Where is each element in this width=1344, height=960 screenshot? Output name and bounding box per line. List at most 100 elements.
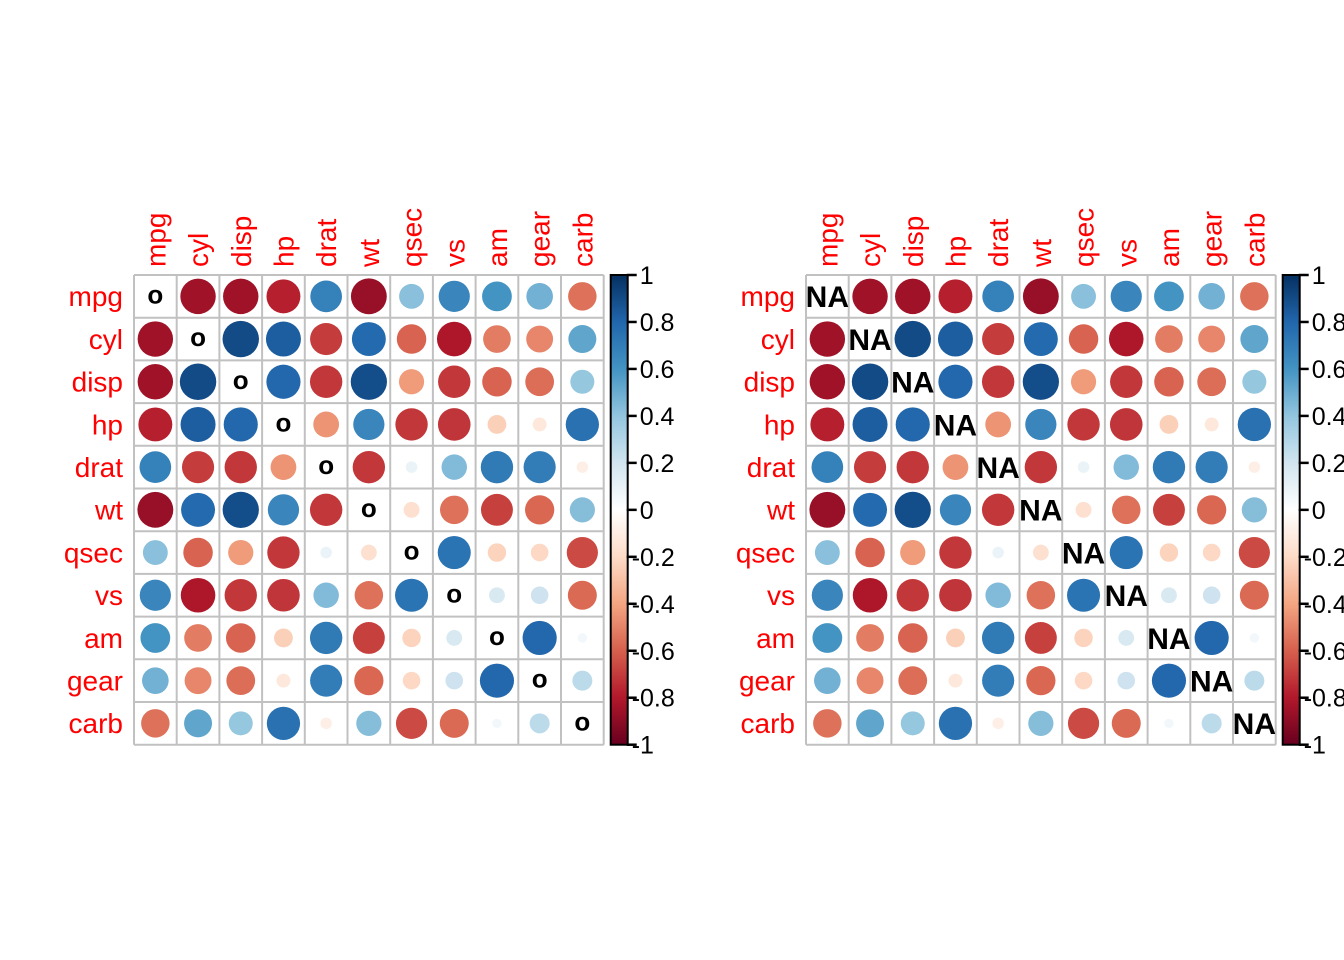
corr-circle [1074, 671, 1093, 690]
corr-circle [223, 278, 259, 315]
corr-circle [482, 366, 512, 397]
corr-circle [852, 278, 888, 315]
corr-circle [313, 411, 340, 438]
diag-na-label: NA [1019, 495, 1062, 528]
corr-circle [1111, 708, 1141, 738]
corr-circle [1202, 543, 1221, 562]
colorbar-tick-label: 0.2 [1312, 450, 1344, 478]
corr-circle [224, 450, 257, 484]
diag-na-label: NA [891, 367, 934, 400]
colorbar [609, 274, 629, 746]
corr-circle [814, 540, 840, 566]
corr-circle [352, 450, 386, 484]
corr-circle [570, 369, 595, 394]
column-label-disp: disp [898, 216, 929, 267]
corr-circle [439, 708, 469, 738]
column-label-qsec: qsec [397, 208, 428, 267]
row-label-cyl: cyl [761, 324, 795, 355]
row-label-vs: vs [95, 580, 123, 611]
corr-circle [225, 623, 256, 653]
column-label-qsec: qsec [1069, 208, 1100, 267]
corr-circle [267, 536, 300, 569]
corr-circle [811, 579, 843, 611]
corr-circle [938, 364, 973, 399]
corr-circle [139, 451, 172, 483]
row-label-qsec: qsec [736, 537, 795, 568]
corr-circle [350, 278, 387, 315]
corr-circle [226, 666, 256, 696]
corr-circle [309, 365, 343, 398]
corr-circle [530, 543, 549, 562]
row-label-am: am [84, 623, 123, 654]
colorbar-tick-label: -0.8 [1304, 685, 1344, 713]
colorbar-tick-label: -0.6 [1304, 638, 1344, 666]
corr-circle [992, 717, 1004, 730]
corr-circle [813, 709, 842, 738]
corr-circle [1110, 365, 1143, 398]
corr-circle [1067, 578, 1101, 612]
corr-circle [179, 363, 217, 400]
corr-circle [942, 454, 969, 481]
grid [805, 274, 1277, 746]
corr-circle [1110, 280, 1142, 312]
corr-circle [395, 408, 428, 441]
row-label-mpg: mpg [741, 281, 795, 312]
corr-circle [853, 492, 888, 527]
corr-circle [180, 278, 216, 315]
corr-circle [184, 624, 212, 652]
corr-circle [1240, 325, 1269, 354]
corr-circle [948, 673, 963, 688]
corr-circle [566, 536, 598, 569]
corr-circle [222, 491, 259, 528]
column-label-hp: hp [940, 236, 971, 267]
corr-circle [939, 494, 972, 526]
corr-circle [266, 364, 301, 399]
corr-circle [981, 493, 1015, 527]
diag-na-label: o [190, 322, 206, 352]
column-label-disp: disp [226, 216, 257, 267]
corr-circle [310, 664, 343, 697]
corr-circle [1117, 671, 1136, 690]
corr-circle [228, 711, 253, 736]
corr-circle [1242, 369, 1267, 394]
corr-circle [810, 407, 845, 442]
corr-circle [1108, 321, 1144, 357]
corr-circle [354, 666, 384, 696]
corr-circle [479, 663, 515, 698]
corr-circle [565, 407, 599, 442]
corr-circle [1075, 501, 1092, 518]
corr-circle [223, 407, 258, 442]
colorbar-tick-label: -0.2 [1304, 544, 1344, 572]
corr-circle [1161, 587, 1177, 604]
corr-circle [398, 369, 425, 395]
corr-circle [437, 536, 471, 570]
row-label-wt: wt [766, 495, 795, 526]
corr-circle [1197, 495, 1227, 525]
corr-circle [1244, 670, 1265, 691]
colorbar-tick-label: 0.6 [640, 356, 675, 384]
corr-circle [360, 544, 377, 561]
corr-circle [320, 717, 332, 730]
corr-circle [898, 666, 928, 696]
corr-circle [525, 495, 555, 525]
corr-circle [266, 279, 301, 314]
corr-circle [1195, 451, 1228, 484]
corr-circle [181, 492, 216, 527]
column-label-am: am [1154, 228, 1185, 267]
diag-na-label: o [318, 450, 334, 480]
colorbar-tick-label: 0.6 [1312, 356, 1344, 384]
corr-circle [577, 633, 588, 643]
corr-circle [1237, 407, 1271, 442]
corr-circle [1152, 493, 1185, 526]
corr-circle [1241, 497, 1267, 523]
colorbar-tick-label: 0 [1312, 497, 1326, 525]
corr-circle [487, 415, 507, 434]
row-label-am: am [756, 623, 795, 654]
row-label-carb: carb [741, 708, 795, 739]
corr-circle [310, 322, 343, 356]
row-label-vs: vs [767, 580, 795, 611]
corr-circle [140, 623, 171, 653]
corr-circle [526, 283, 553, 310]
corr-circle [856, 709, 885, 738]
corr-circle [399, 283, 425, 309]
